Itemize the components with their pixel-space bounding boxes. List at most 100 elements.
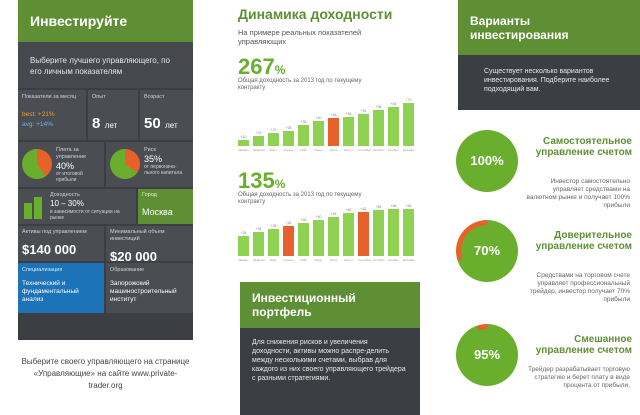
age-cell: Возраст 50 лет: [140, 90, 193, 140]
option-2-title: Доверительное управление счетом: [535, 230, 632, 252]
fee-cell: Плата за управление 40% от итоговой приб…: [18, 142, 104, 187]
chart2-bar-10: +65: [373, 205, 384, 256]
min-invest-value: $20 000: [110, 249, 157, 261]
portfolio-title: Инвестиционный портфель: [240, 282, 420, 328]
option-1-title: Самостоятельное управление счетом: [535, 136, 632, 158]
chart1-bar-label-9: +52: [360, 109, 367, 113]
chart1-tick-4: Апрель: [283, 148, 294, 152]
monthly-label: Показатели за месяц: [22, 94, 76, 100]
chart2-bar-1: +28: [238, 231, 249, 256]
chart1-tick-1: Январь: [238, 148, 249, 152]
fee-label: Плата за управление: [56, 147, 87, 160]
risk-value: 35%: [144, 154, 163, 164]
age-value: 50: [144, 115, 161, 132]
option-1-ring: 100%: [456, 130, 518, 192]
option-2-desc: Средствами на торговом счете управляет п…: [529, 272, 630, 303]
min-invest-cell: Минимальный объем инвестиций $20 000: [106, 226, 193, 261]
chart2-bar-label-4: +42: [285, 221, 292, 225]
options-title: Варианты инвестирования: [458, 0, 640, 55]
chart2-bar-8: +60: [343, 208, 354, 256]
education-value: Запорожский машиностроительный институт: [110, 280, 177, 303]
options-subtitle: Существует несколько вариантов инвестиро…: [458, 55, 640, 110]
chart1-bar-3: +22: [268, 128, 279, 146]
chart1-bar-9: +52: [358, 109, 369, 146]
footer-text: Выберите своего управляющего на странице…: [21, 357, 190, 390]
chart2-bar-label-11: +66: [390, 204, 397, 208]
yield-total-1-value: 267: [238, 54, 275, 79]
yield-dynamics-title: Динамика доходности: [238, 6, 393, 22]
yield-note: в зависимости от ситуации на рынке: [50, 209, 120, 221]
chart1-bar-label-8: +48: [345, 112, 352, 116]
chart1-tick-12: Декабрь: [403, 148, 415, 152]
chart2-bar-4: +42: [283, 221, 294, 256]
risk-note: от первонача-льного капитала: [144, 164, 183, 176]
option-1-desc: Инвестор самостоятельно управляет средст…: [526, 178, 630, 209]
chart2-tick-6: Июнь: [314, 258, 323, 262]
risk-label: Риск: [144, 147, 156, 153]
chart2-bar-label-1: +28: [240, 231, 247, 235]
yield-chart-2: +28 Январь +34 Февраль +38 Март +42 Апрель +46 Ма…: [238, 204, 420, 262]
chart1-bar-label-4: +25: [285, 126, 292, 130]
chart1-bar-label-5: +35: [300, 120, 307, 124]
min-invest-label: Минимальный объем инвестиций: [110, 229, 165, 242]
specialization-label: Специализация: [22, 267, 63, 273]
chart1-bar-label-11: +64: [390, 102, 397, 106]
chart2-bar-label-6: +50: [315, 215, 322, 219]
yield-label: Доходность: [50, 192, 80, 198]
city-label: Город: [142, 192, 157, 198]
age-label: Возраст: [144, 94, 165, 100]
chart2-tick-1: Январь: [238, 258, 249, 262]
education-cell: Образование Запорожский машиностроительн…: [106, 263, 193, 313]
city-cell: Город Москва: [138, 189, 193, 224]
chart2-bar-9: +62: [358, 207, 369, 256]
yield-total-1: 267%: [238, 54, 285, 80]
chart1-bar-1: +10: [238, 135, 249, 146]
yield-desc-1: Общая доходность за 2013 год по текущему…: [238, 78, 362, 91]
chart2-tick-9: Сентябрь: [358, 258, 372, 262]
chart2-bar-label-2: +34: [255, 227, 262, 231]
option-2-value: 70%: [461, 225, 513, 277]
chart1-bar-10: +58: [373, 105, 384, 146]
chart1-bar-4: +25: [283, 126, 294, 146]
chart2-bar-11: +66: [388, 204, 399, 256]
chart2-bar-12: +66: [403, 204, 414, 256]
chart2-bar-label-3: +38: [270, 224, 277, 228]
option-3-title: Смешанное управление счетом: [535, 334, 632, 356]
experience-value: 8: [92, 115, 101, 132]
experience-unit: лет: [104, 121, 118, 130]
option-3-value: 95%: [461, 329, 513, 381]
yield-chart-1: +10 Январь +16 Февраль +22 Март +25 Апрель +35 Ма…: [238, 98, 420, 152]
chart1-bar-11: +64: [388, 102, 399, 146]
chart2-bar-3: +38: [268, 224, 279, 256]
chart2-bar-label-8: +60: [345, 208, 352, 212]
chart1-bar-label-3: +22: [270, 128, 277, 132]
yield-dynamics-subtitle: На примере реальных показателей управляю…: [238, 28, 362, 46]
assets-cell: Активы под управлением $140 000: [18, 226, 104, 261]
chart2-bar-6: +50: [313, 215, 324, 256]
chart2-tick-8: Август: [343, 258, 354, 262]
chart2-bar-label-12: +66: [405, 204, 412, 208]
assets-value: $140 000: [22, 242, 77, 257]
city-value: Москва: [142, 207, 173, 217]
chart1-bar-label-2: +16: [255, 131, 262, 135]
yield-cell: Доходность 10 – 30% в зависимости от сит…: [18, 189, 136, 224]
yield-total-1-pct: %: [274, 63, 286, 77]
chart1-tick-5: Май: [300, 148, 307, 152]
chart1-tick-3: Март: [269, 148, 278, 152]
chart2-bar-7: +54: [328, 212, 339, 256]
chart2-tick-12: Декабрь: [403, 258, 415, 262]
chart1-tick-9: Сентябрь: [358, 148, 372, 152]
chart2-tick-4: Апрель: [283, 258, 294, 262]
manager-card: Инвестируйте Выберите лучшего управляюще…: [18, 0, 193, 340]
fee-pie-chart: [22, 149, 52, 179]
risk-pie-chart: [110, 149, 140, 179]
chart1-bar-2: +16: [253, 131, 264, 146]
option-2-ring: 70%: [456, 220, 518, 282]
best-stat: best: +21%: [22, 111, 55, 118]
option-3-desc: Трейдер разрабатывает торговую стратегию…: [528, 366, 630, 389]
chart1-bar-label-6: +40: [315, 116, 322, 120]
chart1-bar-label-12: +70: [405, 98, 412, 102]
experience-cell: Опыт 8 лет: [88, 90, 138, 140]
chart2-tick-5: Май: [300, 258, 307, 262]
portfolio-text: Для снижения рисков и увеличения доходно…: [252, 339, 406, 382]
